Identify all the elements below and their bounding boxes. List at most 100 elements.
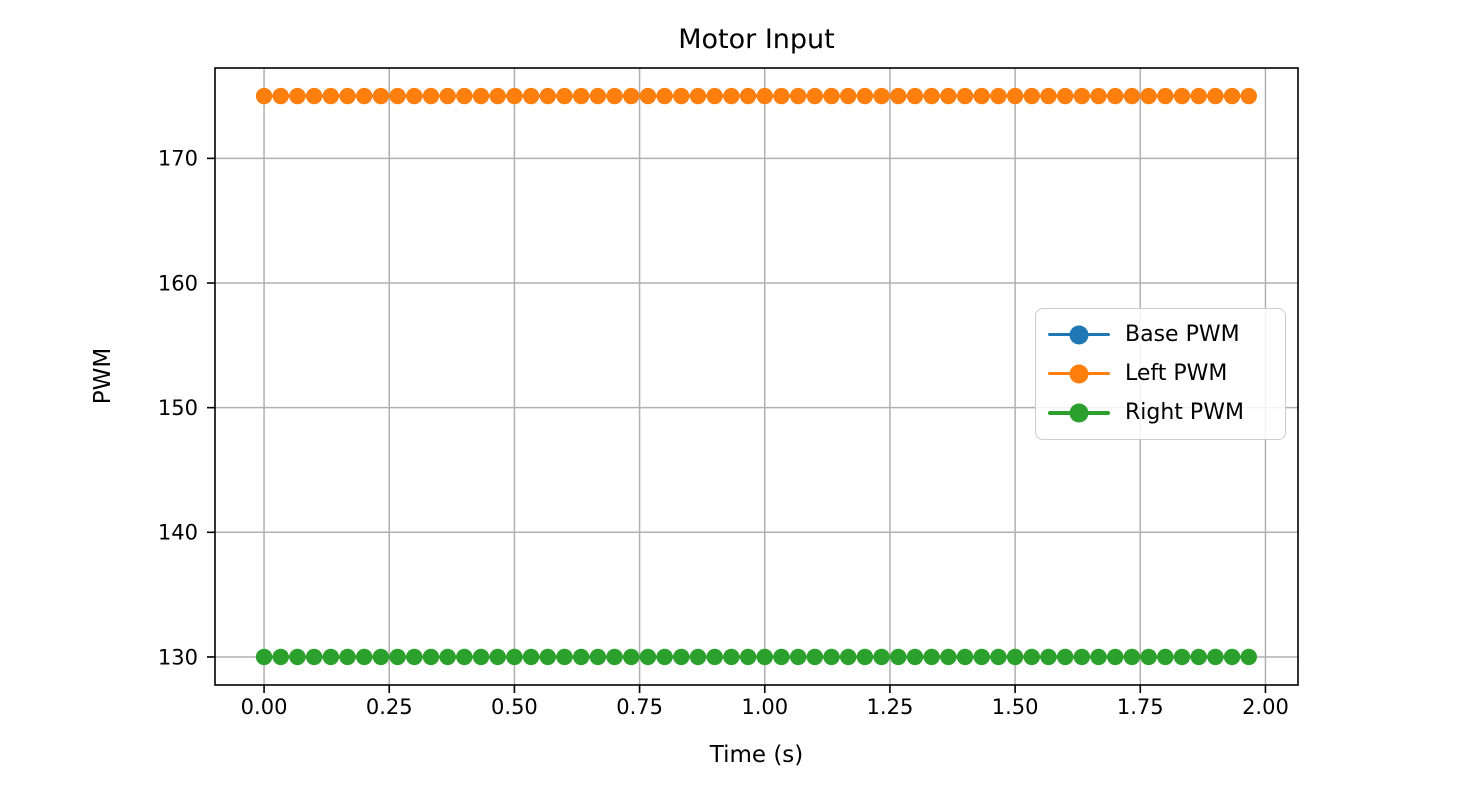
data-point-marker xyxy=(539,648,557,666)
data-point-marker xyxy=(673,87,690,105)
data-point-marker xyxy=(589,87,607,105)
data-point-marker xyxy=(272,648,289,666)
data-point-marker xyxy=(506,648,523,666)
data-point-marker xyxy=(1190,648,1207,666)
data-point-marker xyxy=(322,648,340,666)
data-point-marker xyxy=(422,648,440,666)
data-point-marker xyxy=(873,87,890,105)
data-point-marker xyxy=(623,87,640,105)
data-point-marker xyxy=(689,87,707,105)
data-point-marker xyxy=(1173,648,1191,666)
data-point-marker xyxy=(1090,648,1107,666)
x-axis-label: Time (s) xyxy=(709,742,804,768)
data-point-marker xyxy=(255,87,273,105)
data-point-marker xyxy=(723,648,740,666)
data-point-marker xyxy=(990,87,1007,105)
data-point-marker xyxy=(339,87,356,105)
legend-item-base-pwm: Base PWM xyxy=(1048,323,1273,346)
data-point-marker xyxy=(472,648,490,666)
data-point-marker xyxy=(806,87,824,105)
data-point-marker xyxy=(1207,87,1224,105)
data-point-marker xyxy=(1207,648,1224,666)
y-tick-label: 170 xyxy=(158,147,198,171)
data-point-marker xyxy=(773,648,790,666)
data-point-marker xyxy=(890,648,907,666)
y-tick-label: 150 xyxy=(158,396,198,420)
data-point-marker xyxy=(706,87,723,105)
data-point-marker xyxy=(389,648,406,666)
data-point-marker xyxy=(389,87,406,105)
data-point-marker xyxy=(923,648,940,666)
data-point-marker xyxy=(439,87,456,105)
data-point-marker xyxy=(890,87,907,105)
data-point-marker xyxy=(1190,87,1207,105)
data-point-marker xyxy=(639,648,657,666)
data-point-marker xyxy=(1073,648,1091,666)
data-point-marker xyxy=(656,87,673,105)
x-tick-label: 1.25 xyxy=(867,695,914,719)
data-point-marker xyxy=(1040,87,1057,105)
data-point-marker xyxy=(856,648,874,666)
data-point-marker xyxy=(873,648,890,666)
data-point-marker xyxy=(806,648,824,666)
data-point-marker xyxy=(1040,648,1057,666)
data-point-marker xyxy=(656,648,673,666)
data-point-marker xyxy=(1173,87,1191,105)
data-point-marker xyxy=(1240,648,1257,666)
data-point-marker xyxy=(1073,87,1091,105)
data-point-marker xyxy=(1107,87,1124,105)
data-point-marker xyxy=(289,87,306,105)
data-point-marker xyxy=(1090,87,1107,105)
data-point-marker xyxy=(1023,87,1040,105)
data-point-marker xyxy=(823,648,840,666)
data-point-marker xyxy=(272,87,289,105)
x-tick-label: 0.25 xyxy=(366,695,413,719)
data-point-marker xyxy=(773,87,790,105)
data-point-marker xyxy=(940,87,957,105)
data-point-marker xyxy=(356,648,373,666)
data-point-marker xyxy=(1140,648,1157,666)
data-point-marker xyxy=(606,87,623,105)
x-tick-label: 0.00 xyxy=(241,695,288,719)
y-tick-label: 140 xyxy=(158,521,198,545)
data-point-marker xyxy=(906,648,924,666)
data-point-marker xyxy=(623,648,640,666)
data-point-marker xyxy=(673,648,690,666)
plot-spines xyxy=(214,67,1299,686)
legend-item-left-pwm: Left PWM xyxy=(1048,360,1273,386)
data-point-marker xyxy=(739,648,757,666)
data-point-marker xyxy=(456,87,473,105)
data-point-marker xyxy=(973,87,990,105)
x-tick-label: 0.50 xyxy=(491,695,538,719)
data-point-marker xyxy=(305,87,323,105)
data-point-marker xyxy=(956,87,974,105)
data-point-marker xyxy=(289,648,306,666)
data-point-marker xyxy=(606,648,623,666)
legend-marker-base-pwm-icon xyxy=(1048,324,1110,345)
chart-title: Motor Input xyxy=(678,24,835,55)
data-point-marker xyxy=(1107,648,1124,666)
data-point-marker xyxy=(789,648,807,666)
data-point-marker xyxy=(1123,648,1141,666)
data-point-marker xyxy=(456,648,473,666)
legend-label-left-pwm: Left PWM xyxy=(1125,360,1228,386)
x-tick-label: 0.75 xyxy=(616,695,663,719)
data-point-marker xyxy=(589,648,607,666)
data-point-marker xyxy=(1140,87,1157,105)
data-point-marker xyxy=(506,87,523,105)
data-point-marker xyxy=(439,648,456,666)
data-point-marker xyxy=(1240,87,1257,105)
data-point-marker xyxy=(572,87,590,105)
data-point-marker xyxy=(756,87,773,105)
data-point-marker xyxy=(356,87,373,105)
x-tick-label: 2.00 xyxy=(1242,695,1289,719)
data-point-marker xyxy=(372,87,390,105)
data-point-marker xyxy=(522,648,540,666)
data-point-marker xyxy=(940,648,957,666)
data-point-marker xyxy=(1006,648,1024,666)
y-tick-label: 130 xyxy=(158,645,198,669)
data-point-marker xyxy=(556,648,573,666)
data-point-marker xyxy=(522,87,540,105)
